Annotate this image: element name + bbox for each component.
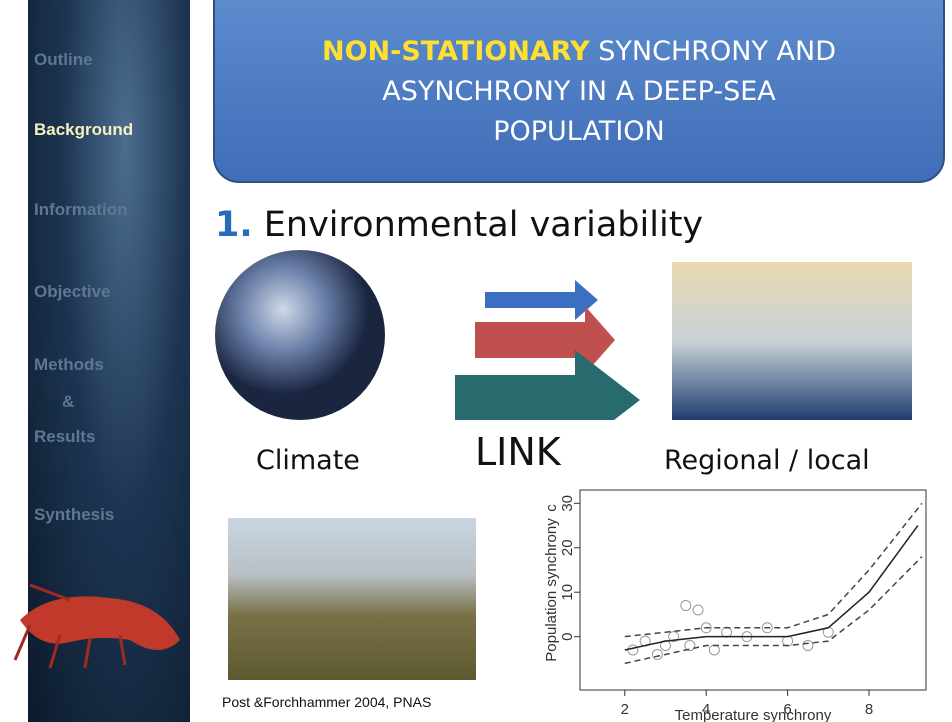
y-tick-label: 30 — [559, 495, 576, 512]
plot-frame — [580, 490, 926, 690]
y-axis-label: Population synchrony — [543, 518, 560, 662]
chart: 24680102030Temperature synchronyPopulati… — [0, 0, 952, 722]
y-tick-label: 0 — [559, 632, 576, 640]
x-tick-label: 2 — [621, 701, 629, 718]
panel-label: c — [543, 504, 560, 512]
y-tick-label: 20 — [559, 539, 576, 556]
x-tick-label: 8 — [865, 701, 873, 718]
x-axis-label: Temperature synchrony — [675, 707, 832, 722]
slide: OutlineBackgroundInformationObjectiveMet… — [0, 0, 952, 722]
y-tick-label: 10 — [559, 584, 576, 601]
